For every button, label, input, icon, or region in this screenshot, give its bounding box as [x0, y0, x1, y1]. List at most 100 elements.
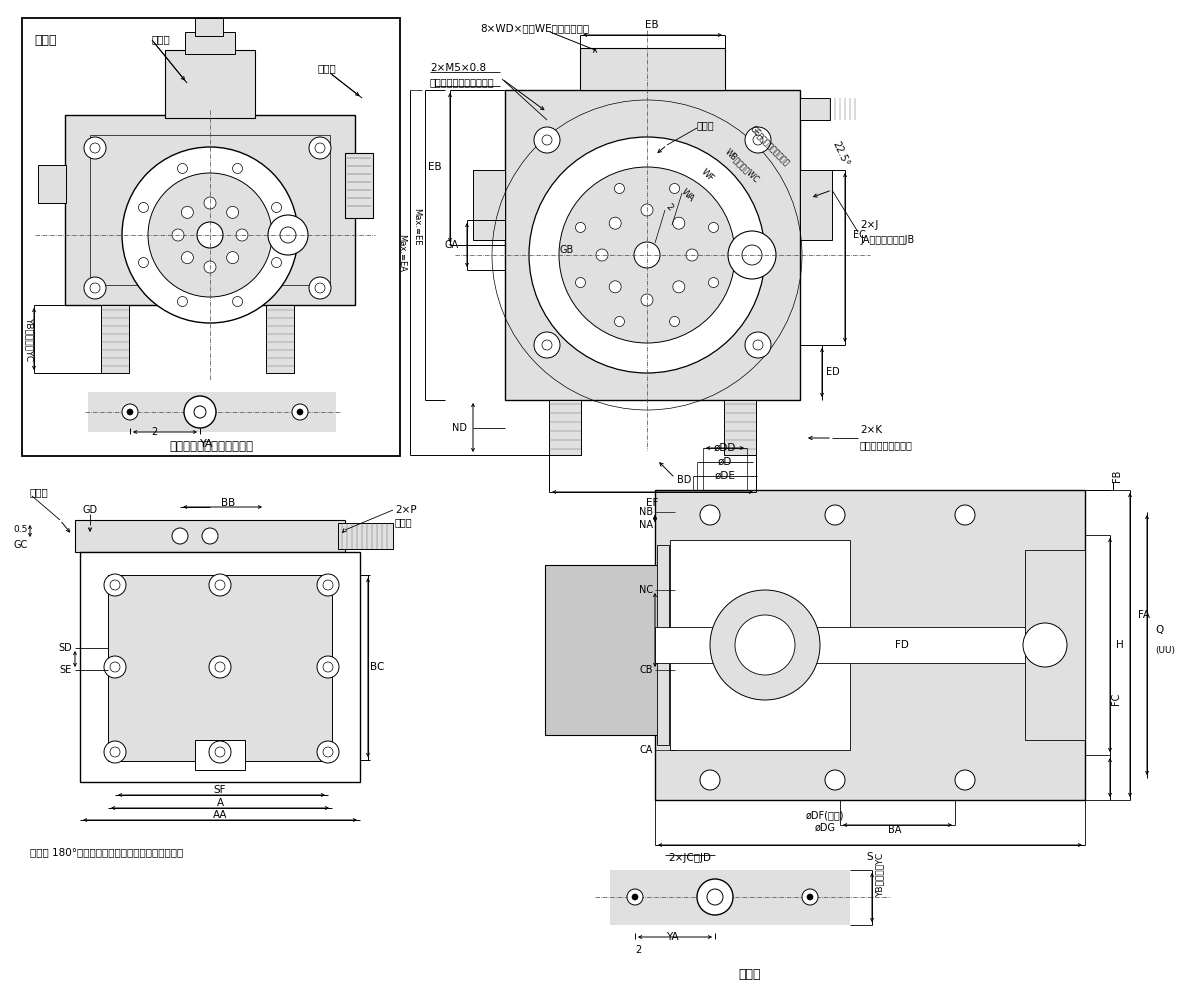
- Text: CA: CA: [640, 745, 653, 755]
- Circle shape: [670, 183, 679, 193]
- Circle shape: [173, 229, 184, 241]
- Text: 2: 2: [635, 945, 641, 955]
- Text: øDF(貫通): øDF(貫通): [806, 810, 845, 820]
- Bar: [345, 153, 373, 218]
- Text: GE（アーム動作範囲）: GE（アーム動作範囲）: [749, 124, 792, 167]
- Circle shape: [315, 283, 325, 293]
- Circle shape: [122, 404, 138, 420]
- Text: GA: GA: [444, 240, 459, 250]
- Circle shape: [309, 137, 331, 159]
- Text: BB: BB: [220, 498, 235, 508]
- Circle shape: [801, 889, 818, 905]
- Circle shape: [196, 222, 223, 248]
- Circle shape: [84, 277, 105, 299]
- Text: 対称形: 対称形: [34, 34, 56, 47]
- Bar: [108, 575, 332, 761]
- Circle shape: [110, 747, 120, 757]
- Bar: [1025, 550, 1085, 740]
- Circle shape: [708, 222, 719, 232]
- Bar: [800, 98, 830, 120]
- Text: Max.≡EA: Max.≡EA: [398, 234, 406, 272]
- Circle shape: [697, 879, 733, 915]
- Bar: [610, 870, 851, 925]
- Bar: [75, 520, 345, 552]
- Circle shape: [272, 202, 282, 212]
- Circle shape: [236, 229, 248, 241]
- Text: (UU): (UU): [1155, 646, 1175, 654]
- Circle shape: [110, 580, 120, 590]
- Bar: [195, 740, 246, 770]
- Text: 底面位置決めピン穴の位置: 底面位置決めピン穴の位置: [169, 440, 253, 452]
- Text: S: S: [866, 852, 873, 862]
- Circle shape: [292, 404, 308, 420]
- Text: 2: 2: [151, 427, 157, 437]
- Text: BC: BC: [370, 662, 385, 672]
- Circle shape: [534, 332, 559, 358]
- Bar: [38, 165, 66, 203]
- Text: øDG: øDG: [815, 823, 835, 833]
- Text: H: H: [1117, 640, 1124, 650]
- Circle shape: [955, 505, 975, 525]
- Text: EC: EC: [853, 230, 866, 240]
- Text: WB有効深さWC: WB有効深さWC: [724, 147, 761, 184]
- Circle shape: [110, 662, 120, 672]
- Text: 22.5°: 22.5°: [830, 140, 851, 168]
- Text: YA: YA: [666, 932, 678, 942]
- Circle shape: [272, 258, 282, 268]
- Circle shape: [297, 409, 303, 415]
- Circle shape: [708, 278, 719, 288]
- Text: NC: NC: [639, 585, 653, 595]
- Text: BD: BD: [677, 475, 691, 485]
- Circle shape: [309, 277, 331, 299]
- Bar: [65, 115, 355, 305]
- Text: 0.5: 0.5: [13, 526, 28, 534]
- Circle shape: [595, 249, 609, 261]
- Text: 2×J: 2×J: [860, 220, 878, 230]
- Circle shape: [315, 143, 325, 153]
- Circle shape: [232, 297, 242, 307]
- Circle shape: [700, 505, 720, 525]
- Circle shape: [204, 197, 216, 209]
- Circle shape: [90, 283, 99, 293]
- Text: 2: 2: [664, 202, 674, 212]
- Text: GD: GD: [83, 505, 97, 515]
- Circle shape: [710, 590, 819, 700]
- Text: 2×P: 2×P: [395, 505, 417, 515]
- Circle shape: [177, 163, 187, 173]
- Circle shape: [323, 747, 333, 757]
- Text: ショックアブソーバ: ショックアブソーバ: [860, 440, 913, 450]
- Circle shape: [181, 206, 193, 218]
- Circle shape: [955, 770, 975, 790]
- Bar: [724, 400, 756, 455]
- Circle shape: [633, 894, 639, 900]
- Text: A: A: [217, 798, 224, 808]
- Circle shape: [700, 770, 720, 790]
- Circle shape: [202, 528, 218, 544]
- Circle shape: [177, 297, 187, 307]
- Circle shape: [615, 183, 624, 193]
- Circle shape: [559, 167, 736, 343]
- Text: ED: ED: [825, 367, 840, 377]
- Circle shape: [627, 889, 643, 905]
- Circle shape: [736, 615, 795, 675]
- Bar: [338, 523, 393, 549]
- Text: FD: FD: [895, 640, 909, 650]
- Text: 矢視図: 矢視図: [739, 968, 761, 982]
- Bar: [655, 627, 1085, 663]
- Circle shape: [317, 741, 339, 763]
- Text: 注１） 180°仕様の場合、この部品はありません。: 注１） 180°仕様の場合、この部品はありません。: [30, 847, 183, 857]
- Bar: [87, 392, 335, 432]
- Circle shape: [534, 127, 559, 153]
- Circle shape: [1023, 623, 1067, 667]
- Text: 注１）: 注１）: [697, 120, 715, 130]
- Circle shape: [615, 317, 624, 327]
- Circle shape: [673, 217, 685, 229]
- Bar: [473, 170, 506, 240]
- Circle shape: [204, 261, 216, 273]
- Circle shape: [149, 173, 272, 297]
- Bar: [165, 50, 255, 118]
- Text: WF: WF: [698, 167, 715, 183]
- Circle shape: [214, 747, 225, 757]
- Circle shape: [575, 222, 586, 232]
- Bar: [22, 18, 400, 456]
